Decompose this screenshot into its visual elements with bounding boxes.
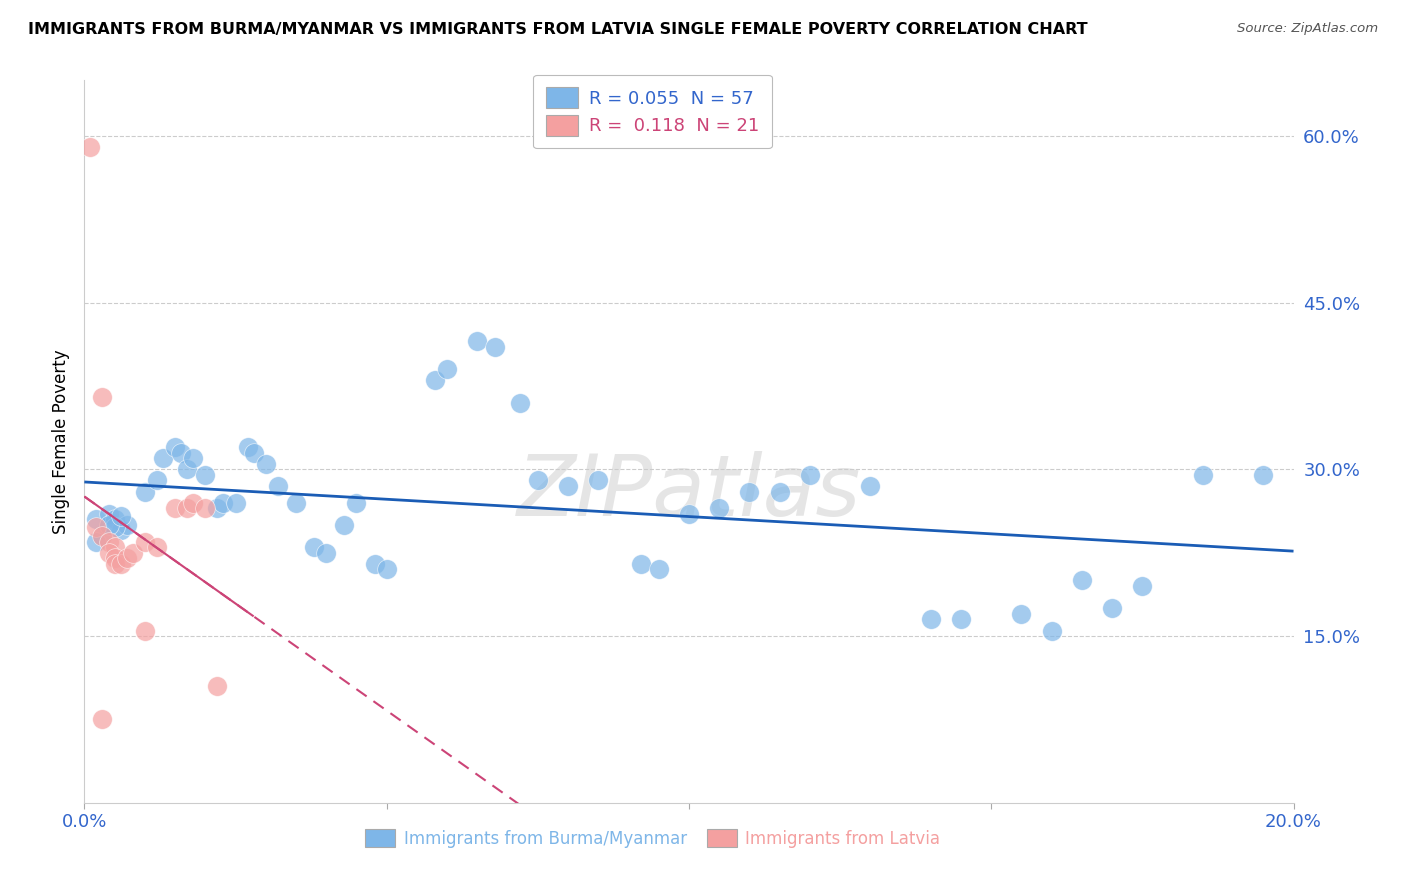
Point — [115, 517, 138, 532]
Point — [254, 457, 277, 471]
Point — [110, 557, 132, 571]
Point — [950, 612, 973, 626]
Point — [134, 484, 156, 499]
Point — [91, 713, 114, 727]
Point — [115, 551, 138, 566]
Point — [91, 390, 114, 404]
Point — [1192, 467, 1215, 482]
Point — [738, 484, 761, 499]
Point — [315, 546, 337, 560]
Point — [436, 362, 458, 376]
Text: Source: ZipAtlas.com: Source: ZipAtlas.com — [1237, 22, 1378, 36]
Point — [527, 474, 550, 488]
Point — [484, 340, 506, 354]
Point — [104, 551, 127, 566]
Point — [146, 474, 169, 488]
Point — [79, 140, 101, 154]
Point — [588, 474, 610, 488]
Text: ZIPatlas: ZIPatlas — [517, 450, 860, 533]
Point — [1071, 574, 1094, 588]
Point — [104, 520, 127, 534]
Point — [176, 462, 198, 476]
Point — [207, 679, 229, 693]
Point — [165, 440, 187, 454]
Point — [91, 529, 114, 543]
Point — [104, 512, 127, 526]
Point — [207, 501, 229, 516]
Point — [630, 557, 652, 571]
Point — [146, 540, 169, 554]
Point — [194, 501, 217, 516]
Point — [423, 373, 446, 387]
Point — [1253, 467, 1275, 482]
Point — [91, 529, 114, 543]
Point — [285, 496, 308, 510]
Point — [1011, 607, 1033, 621]
Point — [242, 445, 264, 459]
Point — [346, 496, 368, 510]
Point — [267, 479, 290, 493]
Point — [181, 451, 204, 466]
Point — [1130, 579, 1153, 593]
Point — [212, 496, 235, 510]
Point — [181, 496, 204, 510]
Point — [859, 479, 882, 493]
Point — [170, 445, 193, 459]
Legend: Immigrants from Burma/Myanmar, Immigrants from Latvia: Immigrants from Burma/Myanmar, Immigrant… — [357, 821, 949, 856]
Point — [799, 467, 821, 482]
Point — [557, 479, 579, 493]
Point — [152, 451, 174, 466]
Point — [509, 395, 531, 409]
Point — [121, 546, 143, 560]
Point — [648, 562, 671, 576]
Point — [467, 334, 489, 349]
Point — [678, 507, 700, 521]
Point — [97, 534, 120, 549]
Point — [375, 562, 398, 576]
Point — [86, 534, 108, 549]
Point — [86, 520, 108, 534]
Point — [97, 546, 120, 560]
Point — [165, 501, 187, 516]
Point — [134, 534, 156, 549]
Point — [363, 557, 385, 571]
Point — [1101, 601, 1123, 615]
Point — [333, 517, 356, 532]
Text: IMMIGRANTS FROM BURMA/MYANMAR VS IMMIGRANTS FROM LATVIA SINGLE FEMALE POVERTY CO: IMMIGRANTS FROM BURMA/MYANMAR VS IMMIGRA… — [28, 22, 1088, 37]
Point — [236, 440, 259, 454]
Point — [110, 508, 132, 523]
Point — [97, 517, 120, 532]
Point — [769, 484, 792, 499]
Point — [134, 624, 156, 638]
Point — [194, 467, 217, 482]
Point — [110, 524, 132, 538]
Point — [920, 612, 942, 626]
Y-axis label: Single Female Poverty: Single Female Poverty — [52, 350, 70, 533]
Point — [176, 501, 198, 516]
Point — [86, 512, 108, 526]
Point — [104, 557, 127, 571]
Point — [104, 540, 127, 554]
Point — [97, 507, 120, 521]
Point — [225, 496, 247, 510]
Point — [709, 501, 731, 516]
Point — [1040, 624, 1063, 638]
Point — [302, 540, 325, 554]
